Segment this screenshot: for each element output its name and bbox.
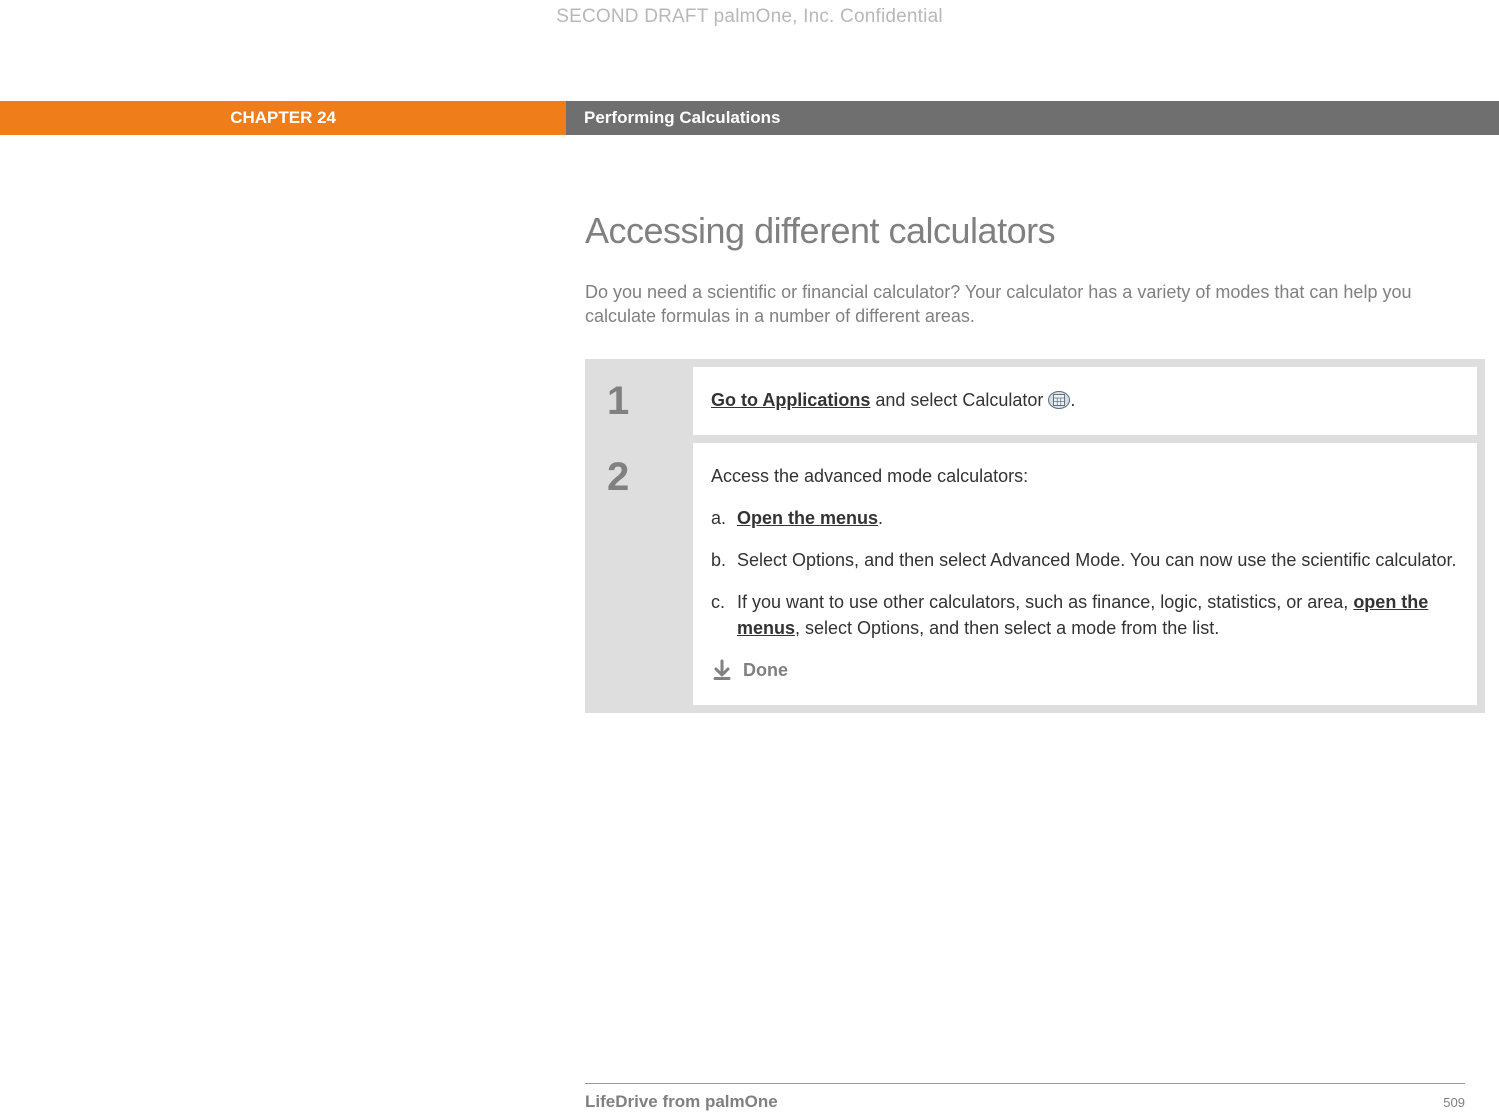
intro-paragraph: Do you need a scientific or financial ca… [585, 280, 1473, 329]
step-1: 1 Go to Applications and select Calculat… [593, 367, 1477, 435]
main-content: Accessing different calculators Do you n… [585, 210, 1473, 713]
substep-text: Open the menus. [737, 505, 1459, 531]
step-1-rest: and select Calculator [870, 390, 1048, 410]
chapter-label: CHAPTER 24 [230, 108, 336, 128]
step-2-lead: Access the advanced mode calculators: [711, 463, 1459, 489]
watermark-text: SECOND DRAFT palmOne, Inc. Confidential [0, 6, 1499, 28]
footer-title: LifeDrive from palmOne [585, 1092, 778, 1112]
step-number: 1 [593, 367, 693, 435]
step-body: Access the advanced mode calculators: a.… [693, 443, 1477, 706]
substep-letter: a. [711, 505, 737, 531]
document-page: SECOND DRAFT palmOne, Inc. Confidential … [0, 0, 1499, 1119]
step-1-text: Go to Applications and select Calculator… [711, 387, 1459, 413]
done-label: Done [743, 657, 788, 683]
substep-letter: b. [711, 547, 737, 573]
page-footer: LifeDrive from palmOne 509 [585, 1083, 1465, 1112]
substep-c-pre: If you want to use other calculators, su… [737, 592, 1353, 612]
page-number: 509 [1443, 1095, 1465, 1110]
banner-title-box: Performing Calculations [566, 101, 1499, 135]
chapter-banner: CHAPTER 24 Performing Calculations [0, 101, 1499, 135]
go-to-applications-link[interactable]: Go to Applications [711, 390, 870, 410]
chapter-title: Performing Calculations [584, 108, 780, 128]
substep-letter: c. [711, 589, 737, 641]
substep-a: a. Open the menus. [711, 505, 1459, 531]
substep-b: b. Select Options, and then select Advan… [711, 547, 1459, 573]
done-arrow-icon [711, 659, 733, 681]
step-2: 2 Access the advanced mode calculators: … [593, 443, 1477, 706]
section-heading: Accessing different calculators [585, 210, 1473, 252]
substep-a-tail: . [878, 508, 883, 528]
substep-text: If you want to use other calculators, su… [737, 589, 1459, 641]
substep-c-post: , select Options, and then select a mode… [795, 618, 1219, 638]
step-body: Go to Applications and select Calculator… [693, 367, 1477, 435]
step-1-tail: . [1070, 390, 1075, 410]
done-row: Done [711, 657, 1459, 683]
open-the-menus-link[interactable]: Open the menus [737, 508, 878, 528]
steps-container: 1 Go to Applications and select Calculat… [585, 359, 1485, 714]
calculator-icon [1048, 391, 1070, 409]
banner-chapter-box: CHAPTER 24 [0, 101, 566, 135]
step-number: 2 [593, 443, 693, 706]
substep-c: c. If you want to use other calculators,… [711, 589, 1459, 641]
substep-text: Select Options, and then select Advanced… [737, 547, 1459, 573]
